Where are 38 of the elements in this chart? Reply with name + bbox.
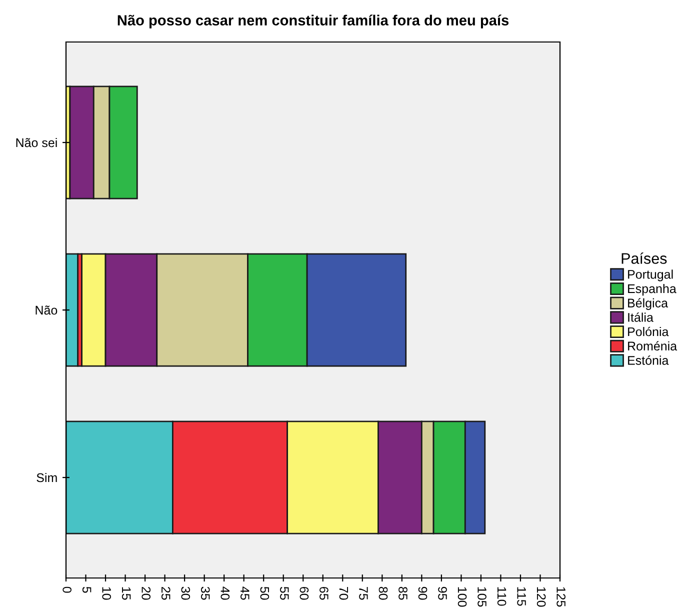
x-tick-label: 30 xyxy=(181,586,190,600)
x-tick-label: 45 xyxy=(240,586,250,600)
legend-label: Bélgica xyxy=(628,298,668,310)
x-tick-label: 90 xyxy=(418,586,428,600)
x-tick-label: 25 xyxy=(161,586,170,600)
x-tick-label: 115 xyxy=(517,587,526,606)
x-tick-label: 105 xyxy=(478,587,486,607)
x-tick-label: 10 xyxy=(102,587,112,600)
x-tick-label: 15 xyxy=(122,587,131,600)
legend-label: Espanha xyxy=(628,284,676,296)
legend-label: Itália xyxy=(628,312,654,322)
legend-label: Estónia xyxy=(628,356,669,365)
x-tick-label: 85 xyxy=(398,586,408,600)
x-tick-label: 110 xyxy=(497,587,506,606)
x-tick-label: 5 xyxy=(82,586,92,593)
legend-label: Roménia xyxy=(628,341,678,351)
x-tick-label: 35 xyxy=(200,586,210,600)
x-tick-label: 75 xyxy=(359,586,368,600)
legend-title: Países xyxy=(622,252,667,264)
x-tick-label: 0 xyxy=(62,586,72,593)
y-tick-label: Não sei xyxy=(16,138,57,148)
x-tick-label: 70 xyxy=(339,586,348,600)
x-tick-label: 95 xyxy=(438,586,447,600)
x-tick-label: 50 xyxy=(260,586,270,600)
y-tick-label: Não xyxy=(36,306,58,315)
legend-label: Polónia xyxy=(628,326,669,336)
x-tick-label: 65 xyxy=(320,586,328,600)
x-tick-label: 80 xyxy=(378,586,388,600)
x-tick-label: 100 xyxy=(458,587,467,607)
x-tick-label: 40 xyxy=(220,586,230,600)
y-tick-label: Sim xyxy=(36,472,57,482)
x-tick-label: 120 xyxy=(536,587,546,607)
x-tick-label: 55 xyxy=(280,586,289,600)
x-tick-label: 125 xyxy=(556,587,566,607)
x-tick-label: 60 xyxy=(300,586,309,600)
legend-label: Portugal xyxy=(628,270,673,282)
chart-title: Não posso casar nem constituir família fora do meu país xyxy=(118,14,509,28)
x-tick-label: 20 xyxy=(142,586,151,600)
